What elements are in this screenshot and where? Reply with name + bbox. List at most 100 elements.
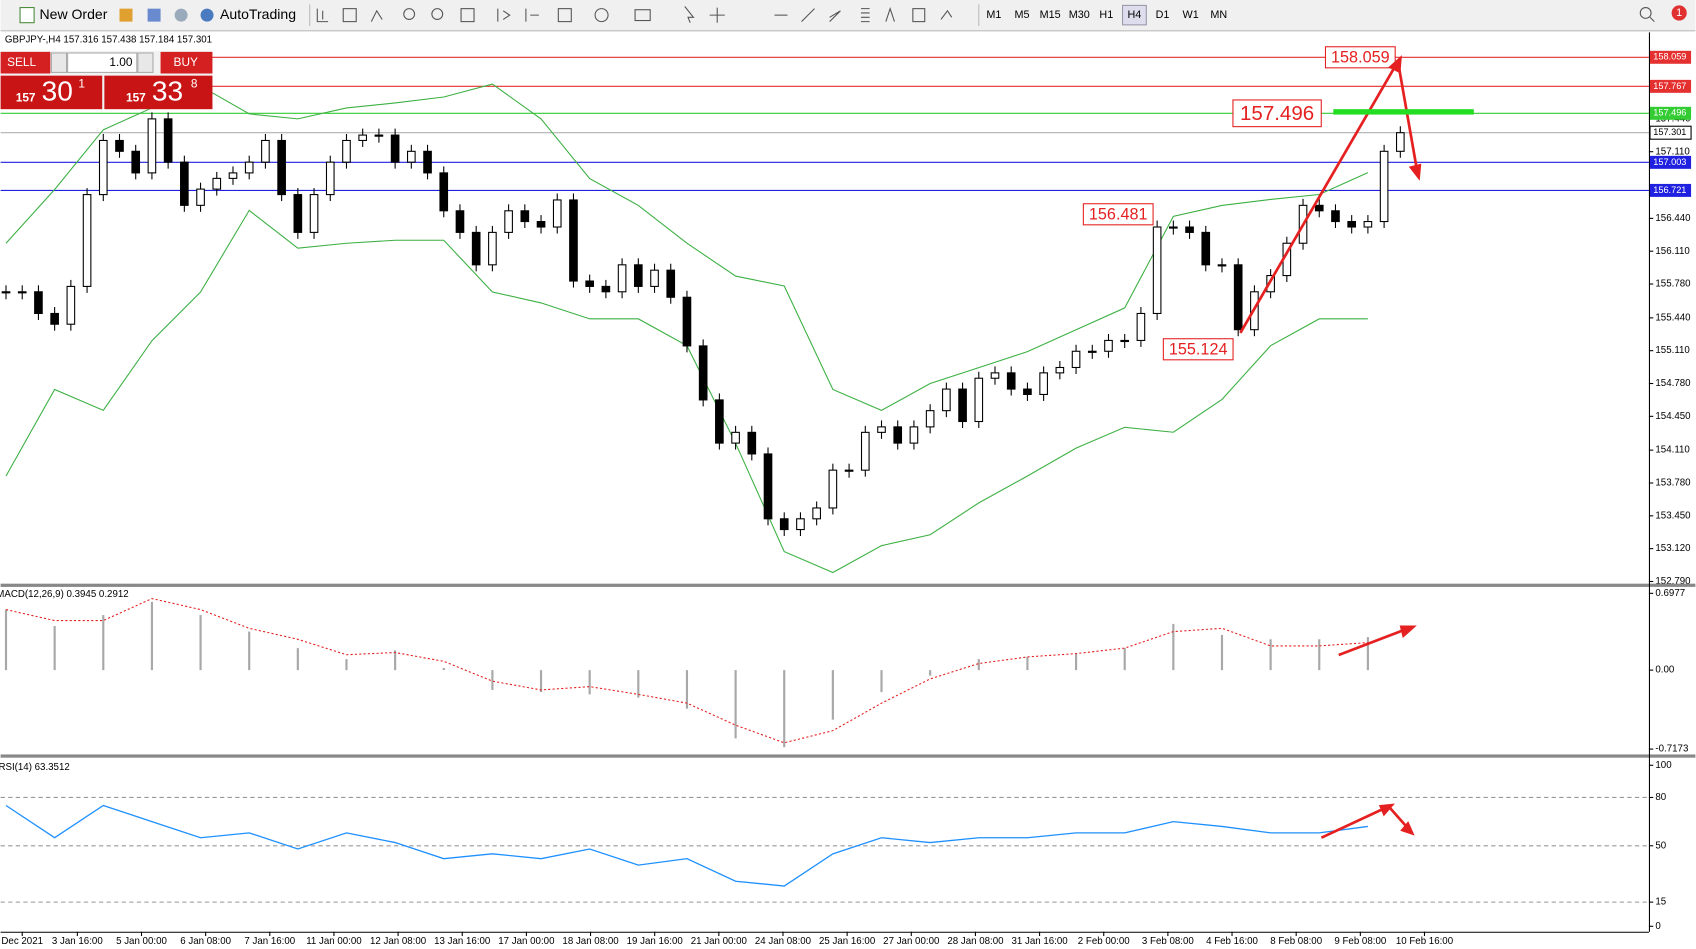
y-tick-label: 0 — [1655, 921, 1661, 932]
new-order-icon[interactable] — [19, 7, 35, 24]
timeframe-button[interactable]: H4 — [1128, 9, 1142, 21]
candle — [147, 118, 157, 174]
x-tick-label: 13 Jan 16:00 — [434, 936, 491, 947]
candle — [1, 291, 11, 294]
level-label: 157.496 — [1653, 108, 1686, 118]
candle — [1023, 388, 1032, 395]
price-annotation: 157.496 — [1240, 102, 1314, 125]
timeframe-button[interactable]: M5 — [1015, 9, 1030, 21]
new-order-button[interactable]: New Order — [40, 6, 108, 22]
price-annotation: 155.124 — [1169, 341, 1228, 359]
timeframes: M1 M5 M15 M30 H1 H4 D1 W1 MN — [986, 4, 1227, 26]
candle — [796, 518, 805, 531]
candle — [277, 139, 286, 196]
candle — [698, 345, 708, 401]
candle — [309, 194, 319, 233]
price-annotation-box — [1082, 203, 1154, 226]
timeframe-button[interactable]: M15 — [1040, 9, 1061, 21]
timeframe-button[interactable]: M1 — [986, 9, 1001, 21]
timeframe-button[interactable]: M30 — [1069, 9, 1090, 21]
macd-bar — [1026, 656, 1029, 671]
arrow-head — [1408, 163, 1422, 181]
timeframe-button[interactable]: H1 — [1099, 9, 1113, 21]
candle — [1006, 372, 1016, 390]
macd-bar — [588, 670, 591, 695]
trend-arrow — [1320, 807, 1385, 839]
candle — [990, 372, 1000, 379]
candle — [1055, 366, 1065, 374]
lot-input[interactable] — [67, 52, 138, 73]
timeframe-button[interactable]: MN — [1210, 9, 1227, 21]
x-tick-label: 11 Jan 00:00 — [306, 936, 362, 947]
buy-label: BUY — [174, 55, 198, 69]
x-tick-label: 10 Feb 16:00 — [1396, 936, 1454, 947]
y-tick-label: 50 — [1655, 840, 1666, 851]
autotrading-button[interactable]: AutoTrading — [220, 6, 296, 22]
candle — [212, 177, 222, 190]
toolbar-icons[interactable] — [316, 6, 1655, 23]
y-tick-label: 154.450 — [1655, 411, 1691, 422]
candle — [66, 285, 76, 325]
sell-price-pips: 30 — [42, 75, 73, 106]
y-tick-label: 0.6977 — [1655, 588, 1685, 599]
candle — [374, 134, 384, 137]
candle — [1266, 275, 1275, 293]
x-tick-label: 8 Feb 08:00 — [1270, 936, 1322, 947]
candle — [390, 134, 400, 163]
candle — [17, 291, 27, 294]
timeframe-button[interactable]: D1 — [1156, 9, 1170, 21]
price-annotation-box — [1232, 99, 1322, 128]
candle — [844, 469, 854, 472]
sell-button[interactable] — [0, 51, 51, 74]
sell-label: SELL — [7, 55, 36, 69]
price-annotation: 158.059 — [1331, 49, 1390, 67]
autotrading-icon[interactable] — [200, 8, 214, 22]
buy-price-box[interactable] — [104, 75, 213, 110]
lot-down[interactable] — [50, 52, 68, 73]
macd-bar — [880, 670, 883, 693]
candle — [34, 291, 43, 315]
y-tick-label: 153.120 — [1655, 543, 1691, 554]
sell-price-box[interactable] — [0, 75, 103, 110]
chart-area — [0, 32, 1696, 949]
x-tick-label: 31 Jan 16:00 — [1011, 936, 1068, 947]
arrow-head — [1399, 625, 1417, 639]
macd-bar — [1269, 639, 1272, 671]
x-tick-label: 5 Jan 00:00 — [116, 936, 167, 947]
buy-price-pips: 33 — [152, 75, 183, 106]
candle — [666, 269, 676, 298]
tool-icon[interactable] — [119, 8, 133, 22]
candle — [909, 426, 919, 444]
tool-icon[interactable] — [174, 8, 188, 22]
x-tick-label: Dec 2021 — [1, 936, 43, 947]
level-label-bg — [1650, 79, 1692, 93]
candle — [244, 161, 254, 174]
rsi-panel: 100 80 50 15 0 — [0, 760, 1672, 932]
notification-badge[interactable] — [1671, 5, 1687, 21]
macd-panel: 0.6977 0.00 -0.7173 — [4, 588, 1688, 755]
candle — [1169, 226, 1178, 229]
candle — [1331, 210, 1340, 223]
y-tick-label: 155.440 — [1655, 312, 1691, 323]
level-label: 157.301 — [1653, 127, 1686, 137]
macd-bar — [248, 631, 251, 671]
lot-up[interactable] — [137, 52, 154, 73]
timeframe-button[interactable]: W1 — [1183, 9, 1199, 21]
candle — [1039, 372, 1048, 395]
trend-arrow — [1338, 628, 1405, 657]
y-tick-label: 152.790 — [1655, 576, 1691, 587]
candle — [488, 231, 497, 266]
x-tick-label: 4 Feb 16:00 — [1206, 936, 1258, 947]
candle — [439, 172, 449, 212]
candle — [1120, 339, 1130, 343]
tool-icon[interactable] — [147, 8, 161, 22]
level-label: 158.059 — [1653, 52, 1686, 62]
buy-button[interactable] — [160, 51, 213, 74]
candle — [455, 210, 465, 233]
x-tick-label: 17 Jan 00:00 — [498, 936, 555, 947]
timeframe-active — [1121, 4, 1147, 26]
x-tick-label: 3 Feb 08:00 — [1142, 936, 1194, 947]
candle — [828, 469, 838, 509]
lot-value: 1.00 — [109, 55, 133, 69]
